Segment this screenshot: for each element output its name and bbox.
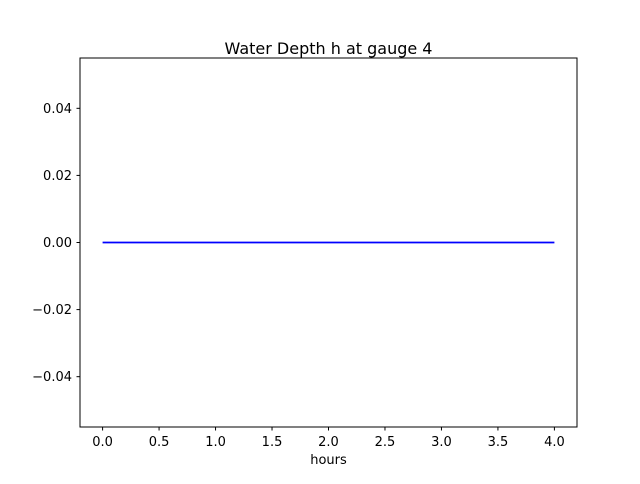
x-tick-label: 4.0 [544,435,565,450]
x-tick-label: 2.5 [375,435,396,450]
x-tick-label: 3.5 [488,435,509,450]
x-tick-label: 1.0 [205,435,226,450]
y-tick-label: −0.04 [32,370,72,385]
x-tick-label: 2.0 [318,435,339,450]
y-tick-label: −0.02 [32,303,72,318]
x-tick-label: 0.5 [149,435,170,450]
y-tick-label: 0.00 [43,236,72,251]
x-tick-label: 1.5 [262,435,283,450]
chart-title: Water Depth h at gauge 4 [225,39,433,58]
y-tick-label: 0.04 [43,102,72,117]
x-tick-label: 3.0 [431,435,452,450]
x-tick-label: 0.0 [92,435,113,450]
y-tick-label: 0.02 [43,169,72,184]
ticks-group: 0.0 0.5 1.0 1.5 2.0 2.5 3.0 3.5 4.0 0.04 0.02 0.00 −… [32,102,565,450]
x-axis-label: hours [310,453,347,468]
